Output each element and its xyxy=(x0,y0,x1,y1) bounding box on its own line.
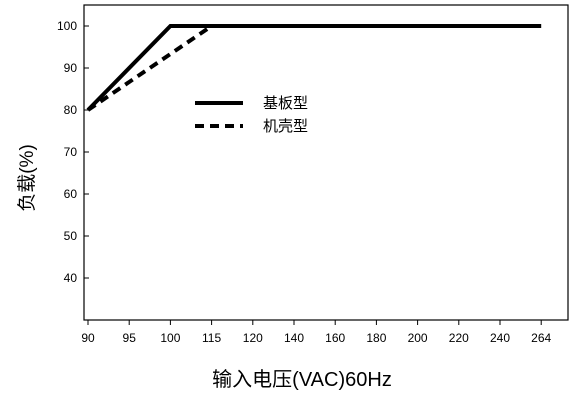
x-tick-label: 160 xyxy=(325,331,345,345)
x-tick-label: 140 xyxy=(284,331,304,345)
y-tick-label: 70 xyxy=(64,145,78,159)
x-axis-label: 输入电压(VAC)60Hz xyxy=(212,368,392,391)
y-axis: 40 50 60 70 80 90 100 xyxy=(57,19,89,285)
legend-label: 机壳型 xyxy=(263,118,308,135)
x-tick-label: 90 xyxy=(81,331,95,345)
x-tick-label: 200 xyxy=(408,331,428,345)
plot-frame xyxy=(83,4,569,321)
x-tick-label: 220 xyxy=(449,331,469,345)
series-line xyxy=(86,24,542,112)
series-layer xyxy=(86,24,542,112)
x-axis: 90 95 100 115 120 140 160 180 200 220 240 264 xyxy=(81,320,552,345)
y-tick-label: 50 xyxy=(64,229,78,243)
y-tick-label: 60 xyxy=(64,187,78,201)
x-tick-label: 115 xyxy=(202,331,221,345)
x-tick-label: 95 xyxy=(123,331,137,345)
x-tick-label: 180 xyxy=(366,331,386,345)
y-tick-label: 90 xyxy=(64,61,78,75)
x-tick-label: 240 xyxy=(490,331,510,345)
x-tick-label: 120 xyxy=(243,331,263,345)
series-line xyxy=(86,24,542,112)
y-tick-label: 80 xyxy=(64,103,78,117)
x-tick-label: 100 xyxy=(160,331,180,345)
y-axis-label: 负载(%) xyxy=(16,144,38,212)
y-tick-label: 40 xyxy=(64,271,78,285)
x-tick-label: 264 xyxy=(531,331,551,345)
legend-label: 基板型 xyxy=(263,94,308,112)
y-tick-label: 100 xyxy=(57,19,77,33)
